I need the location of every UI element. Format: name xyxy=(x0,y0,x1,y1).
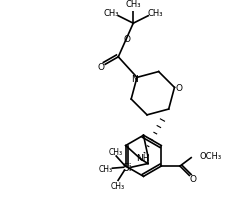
Text: Si: Si xyxy=(122,162,132,172)
Text: N: N xyxy=(130,74,137,83)
Text: CH₃: CH₃ xyxy=(98,164,112,173)
Text: NH: NH xyxy=(136,153,149,162)
Text: O: O xyxy=(123,35,130,43)
Text: O: O xyxy=(175,83,182,93)
Text: CH₃: CH₃ xyxy=(103,9,118,18)
Text: CH₃: CH₃ xyxy=(108,147,122,156)
Text: CH₃: CH₃ xyxy=(125,0,140,9)
Text: O: O xyxy=(189,174,196,183)
Text: CH₃: CH₃ xyxy=(147,9,163,18)
Text: CH₃: CH₃ xyxy=(111,181,125,189)
Text: O: O xyxy=(97,62,104,71)
Text: OCH₃: OCH₃ xyxy=(199,152,221,160)
